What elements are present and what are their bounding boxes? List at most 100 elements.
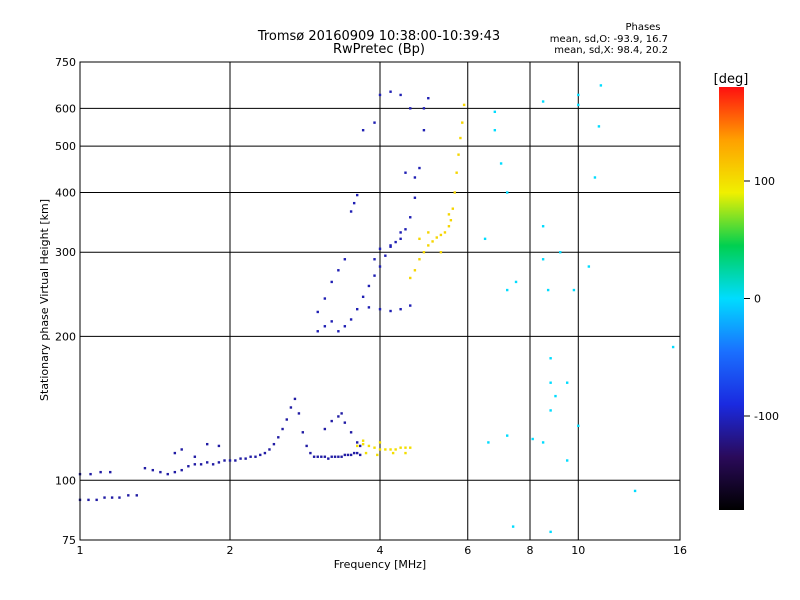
echo-point <box>378 247 382 250</box>
echo-point <box>384 448 387 451</box>
echo-point <box>316 330 319 333</box>
echo-point <box>418 258 421 261</box>
echo-point <box>447 225 451 228</box>
echo-point <box>409 304 412 307</box>
echo-point <box>159 470 162 474</box>
echo-point <box>316 455 319 458</box>
echo-point <box>340 412 343 415</box>
echo-point <box>337 330 340 333</box>
echo-point <box>223 459 226 462</box>
echo-point <box>593 176 597 179</box>
echo-point <box>373 446 376 449</box>
x-tick-label: 8 <box>527 544 534 557</box>
echo-point <box>389 244 392 247</box>
echo-point <box>373 258 376 261</box>
echo-point <box>418 166 421 170</box>
echo-point <box>399 93 402 97</box>
echo-point <box>234 459 237 462</box>
echo-point <box>378 448 382 451</box>
echo-point <box>330 280 333 284</box>
echo-point <box>389 90 392 93</box>
echo-point <box>394 240 397 244</box>
echo-point <box>312 455 316 458</box>
echo-point <box>505 191 509 194</box>
echo-point <box>431 240 434 243</box>
echo-point <box>376 453 379 457</box>
echo-point <box>418 237 421 241</box>
y-axis-label: Stationary phase Virtual Height [km] <box>38 199 51 401</box>
y-tick-label: 75 <box>62 534 76 547</box>
echo-point <box>87 498 90 502</box>
echo-point <box>361 442 365 446</box>
y-tick-label: 300 <box>55 246 76 259</box>
echo-point <box>549 409 552 412</box>
echo-point <box>404 228 407 231</box>
echo-point <box>343 421 347 424</box>
echo-point <box>449 219 453 222</box>
echo-point <box>135 494 138 497</box>
echo-point <box>103 496 106 499</box>
echo-point <box>193 463 197 466</box>
echo-point <box>541 225 545 228</box>
echo-point <box>180 468 183 472</box>
echo-point <box>118 496 121 499</box>
echo-point <box>89 472 92 476</box>
echo-point <box>343 453 347 457</box>
colorbar-tick-label: 0 <box>754 293 761 306</box>
echo-point <box>391 451 395 455</box>
echo-point <box>289 406 293 409</box>
echo-point <box>349 210 353 213</box>
echo-point <box>384 254 387 257</box>
echo-point <box>373 121 376 124</box>
echo-point <box>281 427 284 431</box>
echo-point <box>671 345 675 349</box>
echo-points <box>78 84 675 534</box>
echo-point <box>409 216 412 219</box>
y-axis: 75 100 200 300 400 500 600 750 <box>55 56 76 547</box>
echo-point <box>487 441 490 444</box>
echo-point <box>352 201 356 205</box>
y-tick-label: 400 <box>55 186 76 199</box>
echo-point <box>217 461 221 464</box>
echo-point <box>352 451 356 455</box>
echo-point <box>268 448 271 451</box>
y-tick-label: 200 <box>55 330 76 343</box>
echo-point <box>327 457 330 460</box>
echo-point <box>565 459 569 462</box>
echo-point <box>399 446 402 449</box>
echo-point <box>399 307 402 311</box>
echo-point <box>549 357 552 360</box>
echo-point <box>330 419 333 423</box>
echo-point <box>358 453 362 457</box>
echo-point <box>180 448 183 451</box>
echo-point <box>217 444 221 448</box>
echo-point <box>330 455 333 458</box>
echo-point <box>95 498 98 502</box>
echo-point <box>633 489 637 493</box>
echo-point <box>409 107 412 110</box>
echo-point <box>422 128 426 132</box>
echo-point <box>343 325 347 328</box>
echo-point <box>249 455 252 458</box>
echo-point <box>254 455 257 458</box>
echo-point <box>373 274 376 277</box>
echo-point <box>409 446 412 449</box>
echo-point <box>422 251 426 254</box>
echo-point <box>422 107 426 110</box>
echo-point <box>244 457 247 460</box>
echo-point <box>546 288 550 292</box>
colorbar-label: [deg] <box>714 72 749 87</box>
echo-point <box>355 451 359 455</box>
echo-point <box>367 444 371 448</box>
echo-point <box>320 455 323 458</box>
colorbar-tick-label: 100 <box>754 175 775 188</box>
echo-point <box>427 231 430 234</box>
echo-point <box>413 196 417 199</box>
echo-point <box>541 441 545 444</box>
echo-point <box>505 434 509 437</box>
echo-point <box>272 442 276 446</box>
echo-point <box>462 103 466 107</box>
echo-point <box>439 251 443 254</box>
echo-point <box>323 325 327 328</box>
echo-point <box>404 446 407 449</box>
